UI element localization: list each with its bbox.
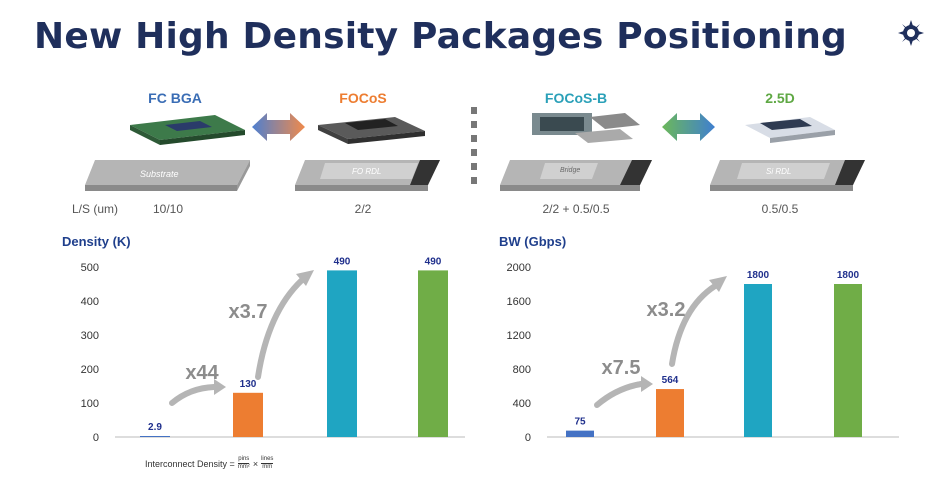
ls-label: L/S (um) (72, 202, 119, 216)
bw-growth-arrow-0 (594, 381, 644, 408)
bw-chart-title: BW (Gbps) (499, 234, 566, 249)
density-growth-arrow-0 (169, 384, 217, 406)
bw-y-tick: 1200 (507, 330, 531, 342)
bridge-slab (500, 160, 652, 191)
density-y-tick: 0 (93, 432, 99, 444)
bw-bar-1 (656, 389, 684, 437)
bw-y-tick: 0 (525, 432, 531, 444)
density-growth-arrow-1 (255, 277, 305, 380)
25d-chip-image (745, 117, 835, 143)
divider (471, 107, 477, 184)
bw-bar-2 (744, 284, 772, 437)
bw-y-tick: 2000 (507, 262, 531, 274)
bw-bar-label-3: 1800 (837, 270, 860, 281)
density-bar-label-1: 130 (240, 379, 257, 390)
bw-multiplier-0: x7.5 (602, 357, 641, 379)
formula-label: Interconnect Density = (145, 458, 235, 469)
density-chart-title: Density (K) (62, 234, 131, 249)
si-rdl-label: Si RDL (766, 167, 792, 176)
density-y-tick: 200 (81, 364, 99, 376)
focos-chip-image (318, 117, 425, 144)
bw-bar-label-2: 1800 (747, 270, 770, 281)
bridge-label: Bridge (560, 167, 581, 174)
package-label-focos: FOCoS (339, 90, 387, 106)
fcbga-chip-image (130, 115, 245, 145)
bw-bar-0 (566, 430, 594, 437)
density-y-tick: 100 (81, 398, 99, 410)
bw-y-tick: 400 (513, 398, 531, 410)
density-y-tick: 300 (81, 330, 99, 342)
bw-arrow-head-0 (641, 376, 653, 392)
density-bar-label-2: 490 (334, 256, 351, 267)
logo-icon (898, 20, 924, 46)
ls-value-focos-b: 2/2 + 0.5/0.5 (542, 202, 610, 216)
bw-multiplier-1: x3.2 (647, 299, 686, 321)
formula-fraction-lines: lines mm (261, 456, 274, 470)
package-label-fcbga: FC BGA (148, 90, 202, 106)
density-chart: Density (K) 0 100 200 300 400 500 2.9 130 490 490 x… (62, 234, 465, 444)
formula-times: × (252, 458, 259, 469)
double-arrow-icon (252, 113, 305, 141)
ls-value-25d: 0.5/0.5 (761, 202, 799, 216)
interconnect-density-formula: Interconnect Density = pins mm² × lines … (145, 456, 274, 471)
density-bar-label-3: 490 (425, 256, 442, 267)
fo-rdl-label: FO RDL (352, 167, 382, 176)
package-label-focos-b: FOCoS-B (544, 90, 608, 106)
density-bar-2 (327, 270, 357, 437)
ls-value-fcbga: 10/10 (152, 202, 184, 216)
substrate-label: Substrate (140, 169, 179, 179)
density-bar-0 (140, 436, 170, 437)
substrate-slab (85, 160, 250, 191)
focos-b-chip-image (532, 113, 640, 143)
density-multiplier-0: x44 (185, 362, 219, 384)
bw-growth-arrow-1 (669, 283, 718, 367)
bw-bar-label-0: 75 (574, 417, 586, 428)
page-title: New High Density Packages Positioning (34, 16, 848, 57)
package-label-25d: 2.5D (765, 90, 795, 106)
bw-bar-3 (834, 284, 862, 437)
bw-y-tick: 1600 (507, 296, 531, 308)
double-arrow-icon (662, 113, 715, 141)
density-bar-1 (233, 392, 263, 437)
bw-arrow-head-1 (709, 276, 727, 292)
bw-y-tick: 800 (513, 364, 531, 376)
formula-fraction-pins: pins mm² (237, 456, 250, 470)
package-illustrations (85, 107, 865, 191)
bw-bar-label-1: 564 (662, 375, 679, 386)
ls-value-focos: 2/2 (354, 202, 372, 216)
density-y-tick: 500 (81, 262, 99, 274)
si-rdl-slab (710, 160, 865, 191)
density-bar-label-0: 2.9 (148, 422, 162, 433)
density-y-tick: 400 (81, 296, 99, 308)
fo-rdl-slab (295, 160, 440, 191)
density-multiplier-1: x3.7 (229, 301, 268, 323)
density-bar-3 (418, 270, 448, 437)
density-arrow-head-0 (214, 379, 226, 395)
bandwidth-chart: BW (Gbps) 0 400 800 1200 1600 2000 75 564 1800 180… (499, 234, 899, 444)
density-arrow-head-1 (296, 270, 314, 286)
